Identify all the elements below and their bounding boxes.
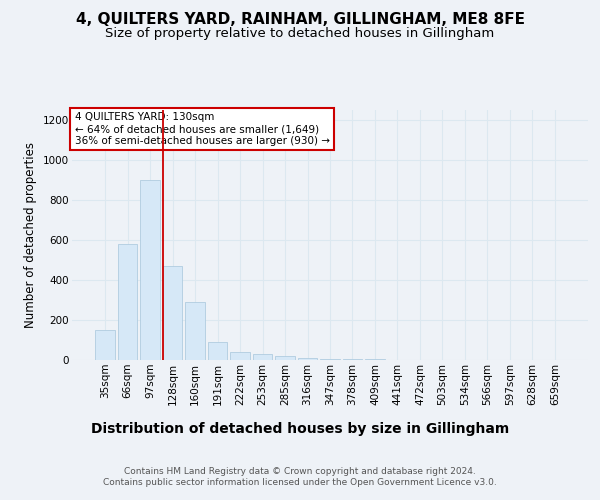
Bar bbox=[343, 359, 362, 360]
Text: 4 QUILTERS YARD: 130sqm
← 64% of detached houses are smaller (1,649)
36% of semi: 4 QUILTERS YARD: 130sqm ← 64% of detache… bbox=[74, 112, 329, 146]
Bar bbox=[163, 266, 182, 360]
Bar bbox=[185, 302, 205, 360]
Bar bbox=[95, 330, 115, 360]
Bar bbox=[275, 356, 295, 360]
Text: Size of property relative to detached houses in Gillingham: Size of property relative to detached ho… bbox=[106, 28, 494, 40]
Bar bbox=[118, 244, 137, 360]
Bar bbox=[298, 358, 317, 360]
Bar bbox=[253, 354, 272, 360]
Bar bbox=[230, 352, 250, 360]
Bar bbox=[208, 342, 227, 360]
Text: Distribution of detached houses by size in Gillingham: Distribution of detached houses by size … bbox=[91, 422, 509, 436]
Y-axis label: Number of detached properties: Number of detached properties bbox=[25, 142, 37, 328]
Bar bbox=[140, 180, 160, 360]
Bar bbox=[320, 359, 340, 360]
Text: Contains HM Land Registry data © Crown copyright and database right 2024.
Contai: Contains HM Land Registry data © Crown c… bbox=[103, 468, 497, 487]
Text: 4, QUILTERS YARD, RAINHAM, GILLINGHAM, ME8 8FE: 4, QUILTERS YARD, RAINHAM, GILLINGHAM, M… bbox=[76, 12, 524, 28]
